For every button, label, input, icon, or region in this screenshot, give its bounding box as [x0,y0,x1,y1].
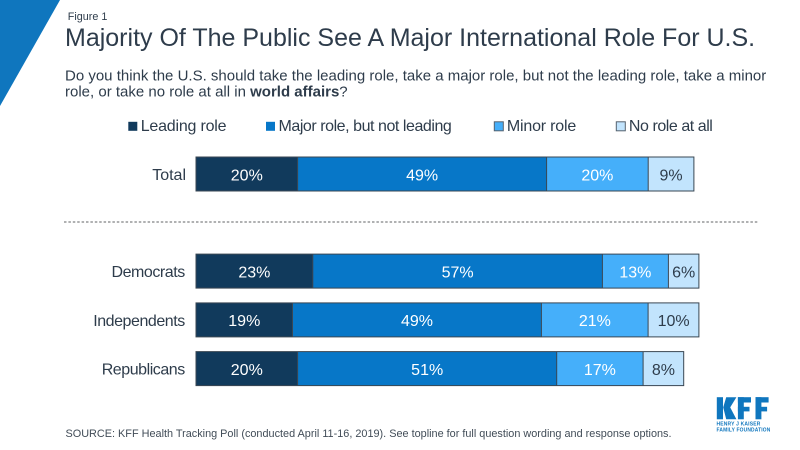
svg-text:21%: 21% [579,313,611,330]
svg-text:49%: 49% [406,167,438,184]
svg-text:Majority Of The Public See A M: Majority Of The Public See A Major Inter… [65,24,755,52]
svg-text:Figure 1: Figure 1 [68,11,108,23]
svg-text:SOURCE: KFF Health Tracking Po: SOURCE: KFF Health Tracking Poll (conduc… [66,428,672,440]
svg-text:Independents: Independents [93,313,185,330]
svg-text:Do you think the U.S. should t: Do you think the U.S. should take the le… [65,68,766,85]
svg-text:20%: 20% [231,167,263,184]
svg-text:19%: 19% [228,313,260,330]
svg-text:51%: 51% [411,362,443,379]
svg-text:23%: 23% [238,264,270,281]
svg-text:8%: 8% [652,362,675,379]
svg-text:Minor role: Minor role [507,118,576,135]
svg-text:Democrats: Democrats [111,264,185,281]
svg-text:17%: 17% [584,362,616,379]
svg-text:No role at all: No role at all [629,118,713,135]
svg-text:6%: 6% [672,264,695,281]
svg-text:57%: 57% [442,264,474,281]
svg-text:role, or take no role at all i: role, or take no role at all in world af… [65,84,348,101]
svg-text:13%: 13% [619,264,651,281]
svg-text:Total: Total [152,167,186,184]
svg-text:20%: 20% [231,362,263,379]
svg-text:9%: 9% [659,167,682,184]
svg-text:Republicans: Republicans [102,362,186,379]
svg-text:20%: 20% [581,167,613,184]
svg-text:FAMILY FOUNDATION: FAMILY FOUNDATION [717,427,771,433]
svg-text:Major role, but not leading: Major role, but not leading [279,118,452,135]
svg-text:49%: 49% [401,313,433,330]
svg-text:10%: 10% [658,313,690,330]
svg-text:HENRY J KAISER: HENRY J KAISER [717,422,761,428]
svg-text:Leading role: Leading role [141,118,227,135]
